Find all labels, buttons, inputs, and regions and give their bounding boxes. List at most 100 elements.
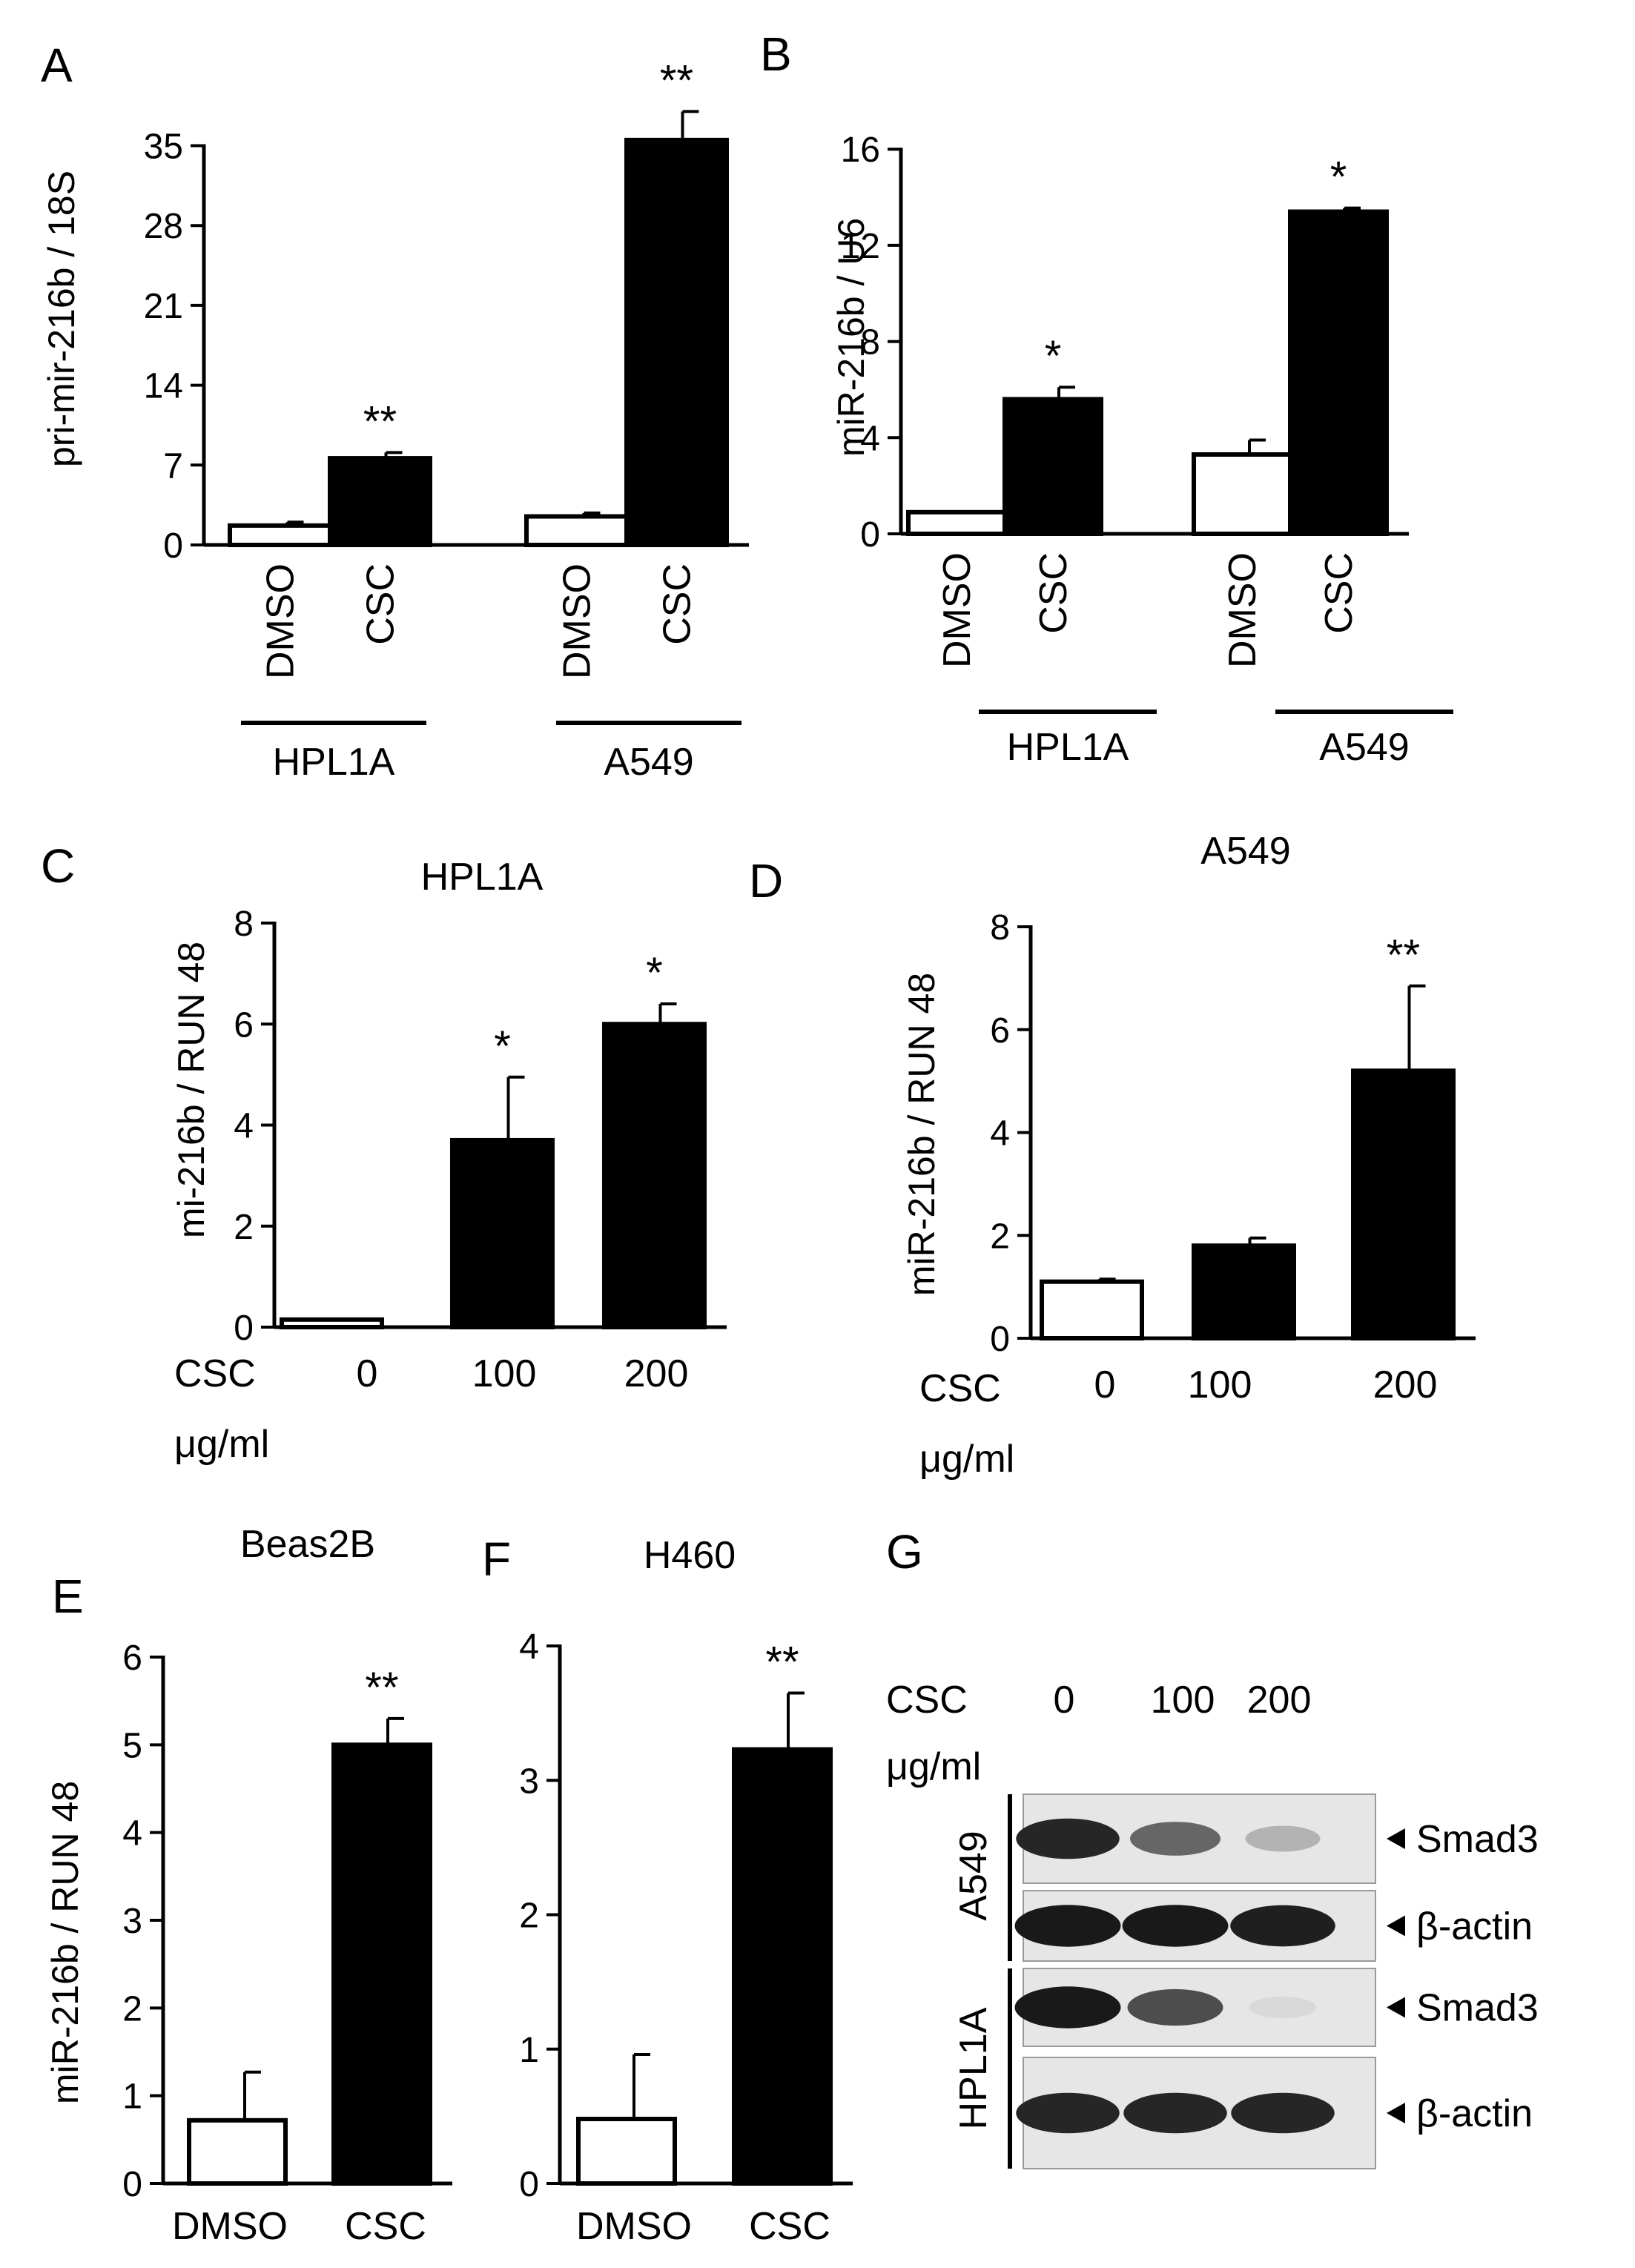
- y-tick-label: 2: [990, 1217, 1010, 1256]
- y-tick-label: 4: [122, 1814, 142, 1854]
- y-tick-label: 1: [122, 2077, 142, 2117]
- bar: [732, 1747, 833, 2186]
- x-category-label: CSC: [345, 2205, 426, 2248]
- blot-protein-label: Smad3: [1416, 1818, 1539, 1861]
- blot-protein-label: Smad3: [1416, 1987, 1539, 2030]
- bar: [1040, 1279, 1144, 1340]
- chart-title: A549: [1200, 830, 1290, 873]
- chart-panel-d: D A549 0 2 4 6 8 miR-216b / RUN 48 ** 0 100 200 CSC μ…: [749, 830, 1476, 1481]
- y-tick-label: 16: [841, 130, 880, 170]
- cell-line-label: A549: [952, 1831, 995, 1920]
- y-tick-label: 6: [234, 1005, 254, 1045]
- panel-letter: G: [886, 1525, 923, 1578]
- blot-lane-label: 100: [1151, 1679, 1215, 1722]
- x-category-label: CSC: [749, 2205, 830, 2248]
- y-tick-label: 0: [990, 1320, 1010, 1359]
- arrow-icon: [1387, 1828, 1405, 1849]
- chart-panel-c: C HPL1A 0 2 4 6 8 mi-216b / RUN 48 * * 0 100 200 CSC μ…: [41, 839, 727, 1466]
- x-category-label: 200: [624, 1352, 689, 1395]
- y-tick-label: 8: [860, 323, 880, 363]
- blot-csc-label: CSC: [886, 1679, 968, 1722]
- bar: [576, 2117, 677, 2186]
- y-tick-label: 12: [841, 227, 880, 266]
- blot-lane-label: 200: [1247, 1679, 1312, 1722]
- y-tick-label: 21: [144, 287, 183, 326]
- x-category-label: DMSO: [936, 552, 979, 668]
- cell-line-label: HPL1A: [952, 2007, 995, 2129]
- y-tick-label: 0: [163, 526, 183, 566]
- chart-panel-f: F H460 0 1 2 3 4 ** DMSO CSC: [482, 1533, 853, 2248]
- x-category-label: DMSO: [172, 2205, 288, 2248]
- panel-letter: C: [41, 839, 75, 893]
- y-tick-label: 0: [860, 515, 880, 555]
- chart-title: H460: [644, 1534, 736, 1577]
- y-tick-label: 6: [122, 1639, 142, 1678]
- x-category-label: CSC: [1318, 552, 1361, 634]
- y-axis-label: miR-216b / U6: [830, 218, 872, 457]
- chart-title: Beas2B: [240, 1523, 375, 1566]
- blot-protein-label: β-actin: [1416, 1905, 1533, 1948]
- x-category-label: CSC: [1032, 552, 1075, 634]
- bar: [1288, 209, 1389, 536]
- y-tick-label: 4: [990, 1114, 1010, 1154]
- bar: [328, 456, 432, 547]
- group-label: HPL1A: [273, 741, 395, 784]
- blot-band: [1230, 1905, 1335, 1947]
- y-tick-label: 4: [234, 1107, 254, 1146]
- group-label: A549: [1319, 726, 1409, 769]
- blot-band: [1249, 1996, 1317, 2019]
- significance-marker: **: [1387, 931, 1420, 979]
- y-tick-label: 2: [122, 1989, 142, 2029]
- y-axis-label: miR-216b / RUN 48: [901, 973, 942, 1296]
- significance-marker: **: [765, 1638, 799, 1686]
- significance-marker: **: [363, 397, 397, 446]
- x-category-label: 100: [472, 1352, 537, 1395]
- y-tick-label: 8: [234, 905, 254, 944]
- x-category-label: 200: [1373, 1363, 1438, 1406]
- blot-band: [1016, 2092, 1120, 2134]
- significance-marker: *: [494, 1022, 511, 1071]
- bar: [331, 1742, 432, 2186]
- group-label: HPL1A: [1007, 726, 1129, 769]
- y-tick-label: 28: [144, 207, 183, 246]
- y-tick-label: 0: [122, 2165, 142, 2204]
- bar: [228, 523, 332, 547]
- x-category-label: DMSO: [1221, 552, 1264, 668]
- y-tick-label: 35: [144, 128, 183, 167]
- y-tick-label: 3: [122, 1902, 142, 1941]
- panel-letter: A: [41, 39, 73, 92]
- y-tick-label: 1: [519, 2031, 539, 2070]
- y-tick-label: 7: [163, 446, 183, 486]
- y-tick-label: 4: [519, 1627, 539, 1667]
- significance-marker: **: [365, 1664, 398, 1712]
- x-category-label: 0: [357, 1352, 378, 1395]
- bar: [524, 514, 629, 547]
- x-category-label: CSC: [656, 563, 699, 645]
- x-category-label: CSC: [360, 563, 403, 645]
- arrow-icon: [1387, 2103, 1405, 2123]
- blot-protein-label: β-actin: [1416, 2092, 1533, 2135]
- y-tick-label: 2: [519, 1897, 539, 1936]
- y-tick-label: 2: [234, 1208, 254, 1247]
- bar: [1351, 1068, 1456, 1340]
- panel-letter: F: [482, 1533, 511, 1586]
- chart-title: HPL1A: [421, 856, 544, 899]
- western-blot-panel-g: G CSC μg/ml 0 100 200 Smad3 β-actin Smad3 β-actin…: [886, 1525, 1539, 2169]
- blot-band: [1016, 1818, 1120, 1859]
- blot-unit-label: μg/ml: [886, 1745, 981, 1788]
- bar: [1192, 1243, 1296, 1340]
- blot-band: [1231, 2092, 1335, 2134]
- y-tick-label: 3: [519, 1762, 539, 1801]
- bar: [906, 509, 1007, 536]
- blot-band: [1245, 1825, 1321, 1852]
- arrow-icon: [1387, 1915, 1405, 1937]
- significance-marker: *: [1045, 332, 1062, 380]
- y-axis-label: miR-216b / RUN 48: [44, 1781, 86, 2104]
- chart-panel-a: A 0 7 14 21 28 35 pri-mir-216b / 18S ** ** DMSO CSC…: [41, 39, 749, 784]
- x-category-label: 0: [1094, 1363, 1116, 1406]
- x-category-label: 100: [1188, 1363, 1252, 1406]
- y-tick-label: 6: [990, 1011, 1010, 1051]
- x-axis-label: μg/ml: [174, 1423, 269, 1466]
- arrow-icon: [1387, 1997, 1405, 2018]
